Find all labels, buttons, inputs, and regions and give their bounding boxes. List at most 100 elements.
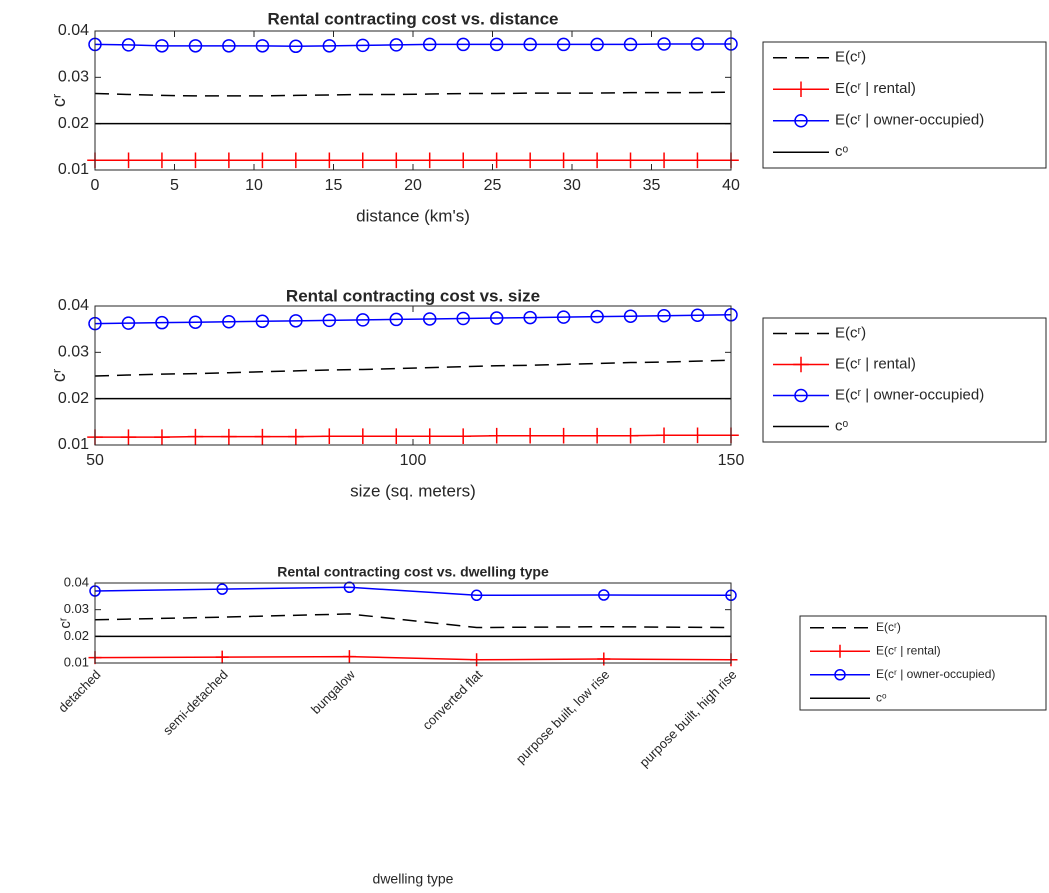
x-tick-label: 40 xyxy=(722,177,740,194)
y-tick-label: 0.03 xyxy=(64,601,89,616)
marker xyxy=(188,39,203,53)
marker xyxy=(356,38,370,53)
marker xyxy=(794,388,808,403)
x-tick-label: bungalow xyxy=(308,667,358,717)
marker xyxy=(187,152,204,169)
marker xyxy=(590,37,604,52)
marker xyxy=(421,428,438,444)
y-axis-label: cʳ xyxy=(57,617,74,629)
marker xyxy=(421,152,438,169)
marker xyxy=(221,152,237,169)
marker xyxy=(221,428,237,445)
marker xyxy=(656,427,672,444)
marker xyxy=(622,152,639,169)
x-tick-label: 20 xyxy=(404,177,422,194)
marker xyxy=(522,427,538,444)
plot-area xyxy=(95,583,731,663)
marker xyxy=(188,315,203,329)
chart-title: Rental contracting cost vs. distance xyxy=(268,9,559,28)
marker xyxy=(522,152,538,169)
marker xyxy=(470,589,483,602)
marker xyxy=(216,583,228,595)
y-tick-label: 0.03 xyxy=(58,69,89,86)
marker xyxy=(456,37,470,52)
marker xyxy=(793,81,809,98)
legend-label: cᵒ xyxy=(876,690,887,704)
marker xyxy=(289,39,303,54)
marker xyxy=(589,152,605,169)
chart-title: Rental contracting cost vs. size xyxy=(286,286,540,305)
series-line xyxy=(94,613,732,629)
subplot: 0.01 0.02 0.03 0.04 detached semi-detached bun… xyxy=(55,564,1047,887)
y-axis-label: cʳ xyxy=(49,369,69,382)
marker xyxy=(389,38,404,52)
marker xyxy=(656,152,672,169)
marker xyxy=(657,308,671,323)
marker xyxy=(154,429,170,445)
series-line xyxy=(94,655,732,661)
marker xyxy=(623,309,638,323)
x-tick-label: 15 xyxy=(325,177,343,194)
marker xyxy=(455,428,471,444)
legend-label: E(cʳ) xyxy=(835,49,866,66)
y-tick-label: 0.04 xyxy=(58,297,89,314)
marker xyxy=(222,315,236,329)
y-tick-label: 0.02 xyxy=(64,628,89,643)
legend-label: E(cʳ | owner-occupied) xyxy=(876,667,995,681)
axes-box xyxy=(94,30,732,171)
x-tick-label: detached xyxy=(55,667,103,715)
y-tick-label: 0.04 xyxy=(64,574,89,589)
marker xyxy=(422,37,437,52)
legend-label: E(cʳ) xyxy=(835,324,866,341)
y-tick-label: 0.02 xyxy=(58,390,89,407)
marker xyxy=(388,428,405,444)
marker xyxy=(356,313,370,327)
marker xyxy=(355,428,371,444)
x-axis-label: distance (km's) xyxy=(356,206,470,225)
y-axis-label: cʳ xyxy=(49,94,69,107)
marker xyxy=(321,152,338,169)
marker xyxy=(470,653,484,667)
marker xyxy=(523,37,537,52)
x-tick-label: 30 xyxy=(563,177,581,194)
marker xyxy=(589,427,605,444)
marker xyxy=(489,37,504,52)
marker xyxy=(254,152,271,169)
y-tick-label: 0.04 xyxy=(58,22,89,39)
marker xyxy=(187,428,204,445)
marker xyxy=(254,428,271,445)
legend-box xyxy=(762,317,1047,443)
marker xyxy=(322,313,337,328)
y-tick-label: 0.01 xyxy=(58,436,89,453)
y-tick-label: 0.03 xyxy=(58,344,89,361)
x-tick-label: purpose built, low rise xyxy=(513,667,613,767)
marker xyxy=(456,311,470,326)
marker xyxy=(590,309,604,324)
marker xyxy=(321,428,338,444)
marker xyxy=(556,37,571,52)
marker xyxy=(833,644,847,658)
y-tick-label: 0.01 xyxy=(64,654,89,669)
y-tick-label: 0.01 xyxy=(58,161,89,178)
plot-area xyxy=(95,306,731,445)
marker xyxy=(288,152,304,169)
marker xyxy=(120,429,137,445)
legend-label: cᵒ xyxy=(835,143,849,160)
marker xyxy=(422,312,437,326)
marker xyxy=(556,310,571,324)
marker xyxy=(598,589,610,601)
legend-label: E(cʳ | rental) xyxy=(835,80,916,97)
marker xyxy=(155,39,169,53)
marker xyxy=(343,581,356,594)
marker xyxy=(155,315,169,330)
marker xyxy=(455,152,472,169)
legend-box xyxy=(762,41,1047,169)
x-tick-label: 150 xyxy=(718,452,745,469)
marker xyxy=(623,37,638,52)
marker xyxy=(523,310,537,325)
legend-label: E(cʳ | rental) xyxy=(876,643,941,657)
y-tick-label: 0.02 xyxy=(58,115,89,132)
marker xyxy=(555,152,572,169)
legend-label: E(cʳ) xyxy=(876,620,901,634)
